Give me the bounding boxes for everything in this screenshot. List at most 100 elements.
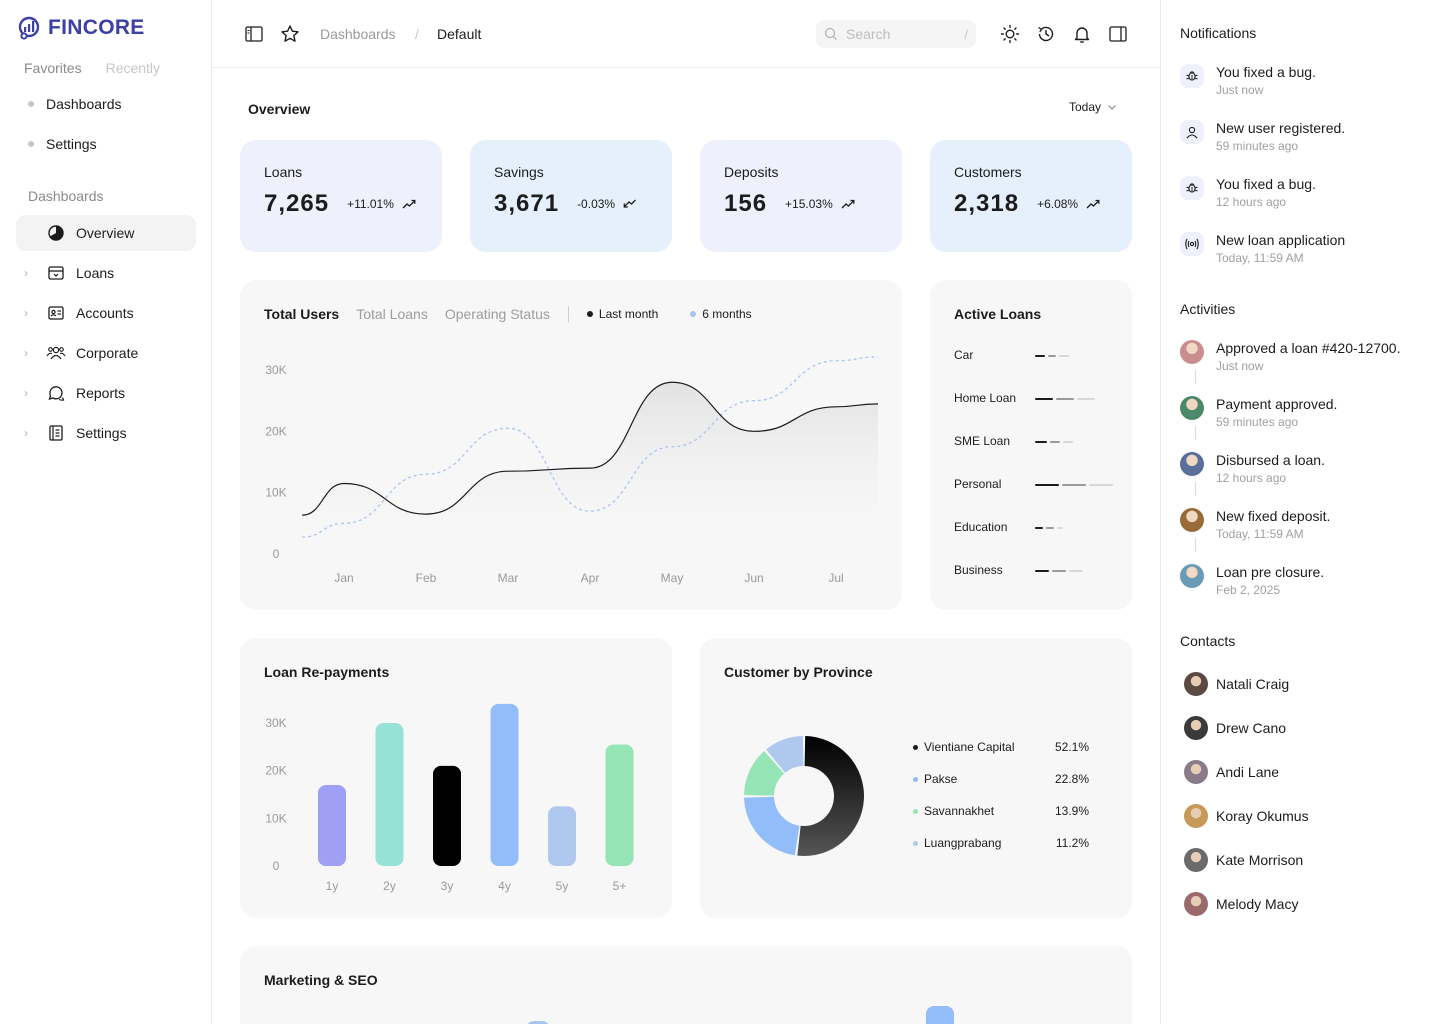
loan-bar-segment (1035, 398, 1053, 400)
province-name: Vientiane Capital (924, 740, 1015, 754)
tab-recently[interactable]: Recently (105, 60, 161, 76)
chevron-right-icon: › (24, 386, 28, 400)
kpi-label: Customers (954, 164, 1022, 180)
province-row[interactable]: Pakse 22.8% (913, 772, 1089, 786)
search-input[interactable]: Search / (816, 20, 976, 48)
kpi-card-deposits[interactable]: Deposits 156 +15.03% (700, 140, 902, 252)
sidebar-item-loans[interactable]: › Loans (16, 255, 196, 291)
province-name: Savannakhet (924, 804, 995, 818)
kpi-card-customers[interactable]: Customers 2,318 +6.08% (930, 140, 1132, 252)
x-tick-label: Jul (828, 571, 843, 585)
star-icon[interactable] (280, 24, 300, 44)
notification-time: Just now (1216, 83, 1264, 97)
kpi-value-row: 156 +15.03% (724, 190, 878, 218)
contact-item[interactable]: Drew Cano (1184, 716, 1286, 740)
sidebar-item-reports[interactable]: › Reports (16, 375, 196, 411)
tab-operating-status[interactable]: Operating Status (444, 306, 550, 322)
tab-total-users[interactable]: Total Users (264, 306, 340, 322)
active-loans-card: Active Loans Car Home Loan SME Loan Persona… (930, 280, 1132, 610)
contact-item[interactable]: Melody Macy (1184, 892, 1298, 916)
search-icon (824, 27, 837, 40)
activity-item[interactable]: Loan pre closure. Feb 2, 2025 (1180, 564, 1324, 599)
loan-bar-segment (1059, 355, 1069, 357)
notification-item[interactable]: You fixed a bug. Just now (1180, 64, 1316, 99)
activity-text: Payment approved. 59 minutes ago (1216, 396, 1337, 431)
tab-total-loans[interactable]: Total Loans (356, 306, 428, 322)
tab-favorites[interactable]: Favorites (24, 60, 82, 76)
logo-icon (18, 16, 40, 40)
sidebar-item-corporate[interactable]: › Corporate (16, 335, 196, 371)
favorite-label: Dashboards (46, 96, 122, 112)
active-loan-row[interactable]: SME Loan (954, 434, 1010, 448)
active-loan-row[interactable]: Business (954, 563, 1003, 577)
search-shortcut: / (964, 26, 968, 42)
kpi-value: 7,265 (264, 190, 330, 217)
active-loan-row[interactable]: Car (954, 348, 973, 362)
active-loan-label: Personal (954, 477, 1002, 491)
timeline-connector (1195, 426, 1196, 440)
card-title: Marketing & SEO (264, 972, 378, 988)
sidebar-item-settings[interactable]: › Settings (16, 415, 196, 451)
contact-item[interactable]: Kate Morrison (1184, 848, 1303, 872)
breadcrumb-dashboards[interactable]: Dashboards (320, 26, 396, 42)
bug-icon (1180, 64, 1204, 88)
contact-item[interactable]: Natali Craig (1184, 672, 1289, 696)
legend-label: 6 months (702, 307, 752, 321)
date-range-dropdown[interactable]: Today (1069, 100, 1117, 114)
card-title: Customer by Province (724, 664, 873, 680)
timeline-connector (1195, 370, 1196, 384)
activity-item[interactable]: Payment approved. 59 minutes ago (1180, 396, 1337, 431)
province-name: Pakse (924, 772, 958, 786)
avatar (1180, 508, 1204, 532)
chevron-down-icon (1108, 105, 1116, 110)
activity-item[interactable]: Approved a loan #420-12700. Just now (1180, 340, 1400, 375)
kpi-label: Savings (494, 164, 544, 180)
marketing-bar (526, 1021, 550, 1024)
user-icon (1180, 120, 1204, 144)
contact-item[interactable]: Andi Lane (1184, 760, 1279, 784)
province-row[interactable]: Vientiane Capital 52.1% (913, 740, 1089, 754)
notification-item[interactable]: New loan application Today, 11:59 AM (1180, 232, 1345, 267)
notification-time: Today, 11:59 AM (1216, 251, 1304, 265)
avatar (1184, 804, 1208, 828)
kpi-card-savings[interactable]: Savings 3,671 -0.03% (470, 140, 672, 252)
province-row[interactable]: Luangprabang 11.2% (913, 836, 1089, 850)
sidebar-item-accounts[interactable]: › Accounts (16, 295, 196, 331)
kpi-value: 156 (724, 190, 768, 217)
avatar (1184, 672, 1208, 696)
brand-logo[interactable]: FINCORE (16, 14, 145, 42)
activity-item[interactable]: Disbursed a loan. 12 hours ago (1180, 452, 1325, 487)
kpi-card-loans[interactable]: Loans 7,265 +11.01% (240, 140, 442, 252)
loan-bar-segment (1089, 484, 1113, 486)
legend-dot (913, 744, 918, 750)
panel-right-icon[interactable] (1108, 24, 1128, 44)
active-loan-row[interactable]: Personal (954, 477, 1001, 491)
province-row[interactable]: Savannakhet 13.9% (913, 804, 1089, 818)
contacts-title: Contacts (1180, 633, 1236, 649)
active-loan-row[interactable]: Home Loan (954, 391, 1016, 405)
y-tick-label: 20K (265, 764, 286, 778)
search-placeholder: Search (846, 26, 891, 42)
donut-chart (744, 736, 864, 856)
activity-time: 59 minutes ago (1216, 415, 1299, 429)
history-icon[interactable] (1036, 24, 1056, 44)
province-name: Luangprabang (924, 836, 1002, 850)
sidebar-item-label: Accounts (76, 305, 134, 321)
favorite-item-settings[interactable]: Settings (28, 136, 97, 152)
favorite-item-dashboards[interactable]: Dashboards (28, 96, 122, 112)
x-tick-label: Feb (416, 571, 437, 585)
sidebar-toggle-icon[interactable] (244, 24, 264, 44)
contact-item[interactable]: Koray Okumus (1184, 804, 1309, 828)
bell-icon[interactable] (1072, 24, 1092, 44)
notification-item[interactable]: You fixed a bug. 12 hours ago (1180, 176, 1316, 211)
notification-item[interactable]: New user registered. 59 minutes ago (1180, 120, 1345, 155)
sun-icon[interactable] (1000, 24, 1020, 44)
avatar (1184, 716, 1208, 740)
avatar (1180, 452, 1204, 476)
active-loan-bars (1035, 441, 1073, 443)
active-loan-row[interactable]: Education (954, 520, 1007, 534)
province-value: 11.2% (1055, 836, 1089, 850)
date-range-value: Today (1069, 100, 1102, 114)
activity-item[interactable]: New fixed deposit. Today, 11:59 AM (1180, 508, 1330, 543)
sidebar-item-overview[interactable]: Overview (16, 215, 196, 251)
